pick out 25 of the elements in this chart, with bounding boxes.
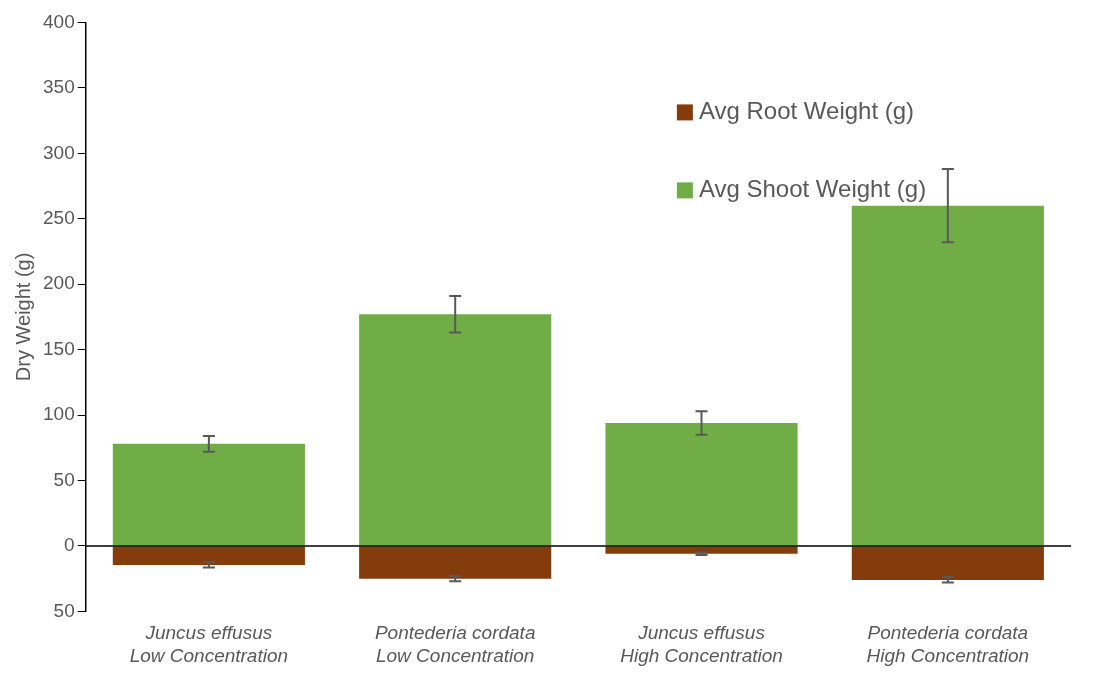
y-axis-title: Dry Weight (g) [11, 252, 34, 382]
y-tick-label: 0 [64, 534, 75, 556]
bar [112, 443, 305, 546]
x-tick-label: Pontederia cordata Low Concentration [374, 622, 536, 666]
x-tick-label: Juncus effusus High Concentration [620, 622, 783, 666]
y-tick-label: 150 [43, 337, 75, 359]
y-tick-label: 100 [43, 403, 75, 425]
legend-label: Avg Root Weight (g) [698, 97, 915, 125]
y-tick-label: 250 [43, 206, 75, 228]
bar [851, 546, 1044, 580]
y-tick-label: 350 [43, 76, 75, 98]
bar [851, 205, 1044, 546]
bar [359, 314, 552, 546]
y-tick-label: 400 [43, 10, 75, 32]
x-tick-label: Juncus effusus Low Concentration [129, 622, 289, 666]
y-tick-label: 200 [43, 272, 75, 294]
bar [359, 546, 552, 579]
bar [605, 546, 798, 554]
y-tick-label: 300 [43, 141, 75, 163]
bar [605, 422, 798, 546]
y-tick-label: 50 [53, 599, 75, 621]
y-tick-label: 50 [53, 468, 75, 490]
bar [112, 546, 305, 565]
legend-label: Avg Shoot Weight (g) [698, 175, 927, 203]
x-tick-label: Pontederia cordata High Concentration [866, 622, 1030, 666]
